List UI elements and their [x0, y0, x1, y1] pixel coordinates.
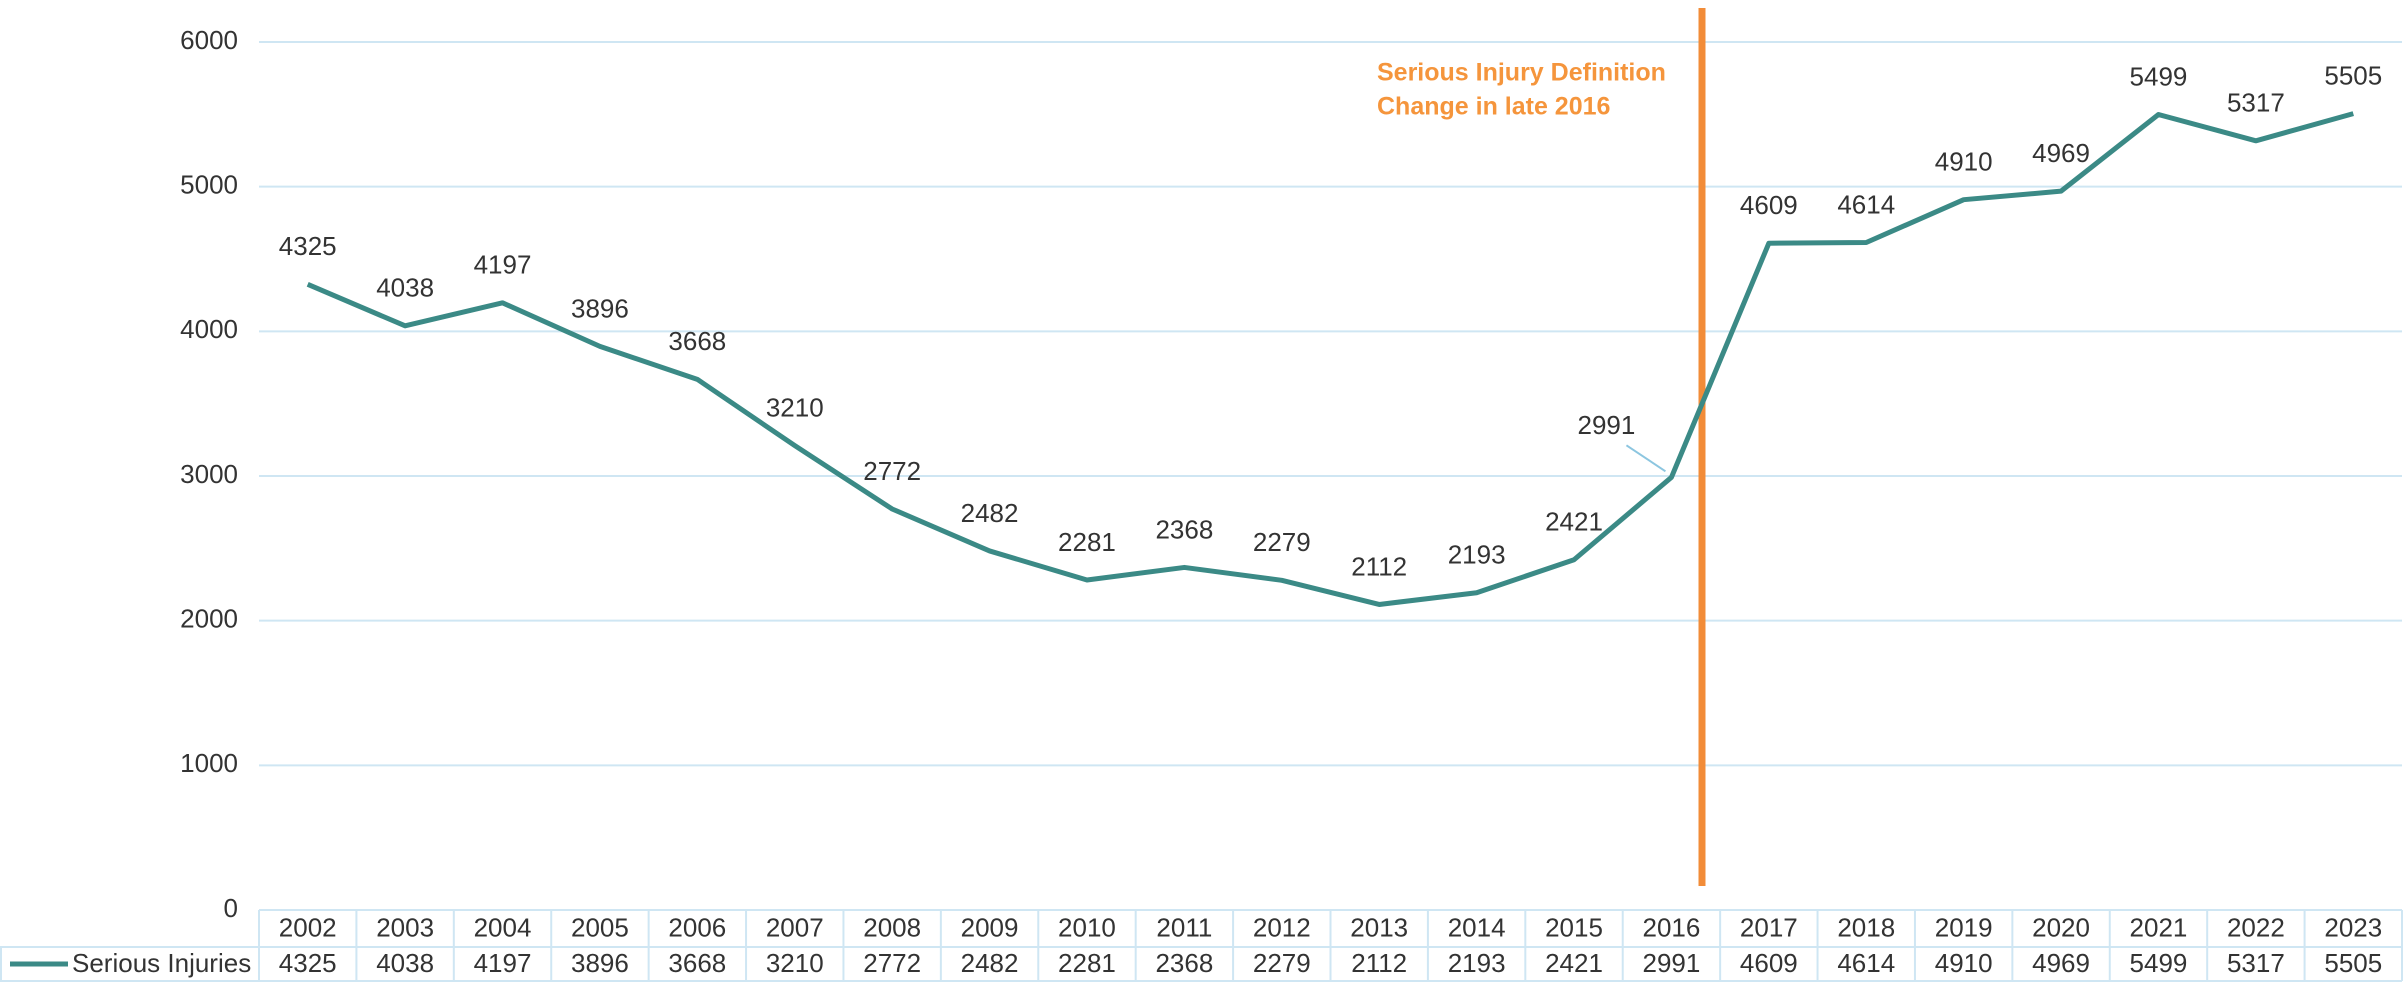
x-tick-label: 2018	[1837, 912, 1895, 942]
data-label: 2281	[1058, 527, 1116, 557]
y-tick-label: 3000	[180, 459, 238, 489]
table-value: 4197	[474, 948, 532, 978]
data-label: 2112	[1351, 551, 1407, 581]
x-tick-label: 2007	[766, 912, 824, 942]
data-label: 3210	[766, 392, 824, 422]
data-label: 4325	[279, 231, 337, 261]
x-tick-label: 2003	[376, 912, 434, 942]
table-value: 3668	[668, 948, 726, 978]
data-label: 5505	[2324, 60, 2382, 90]
table-value: 2193	[1448, 948, 1506, 978]
x-tick-label: 2014	[1448, 912, 1506, 942]
data-label: 4038	[376, 273, 434, 303]
data-label: 3896	[571, 293, 629, 323]
x-tick-label: 2019	[1935, 912, 1993, 942]
data-label: 4614	[1837, 189, 1895, 219]
x-tick-label: 2015	[1545, 912, 1603, 942]
legend-label: Serious Injuries	[72, 948, 251, 978]
table-value: 4325	[279, 948, 337, 978]
data-label: 2772	[863, 456, 921, 486]
table-value: 3896	[571, 948, 629, 978]
y-tick-label: 2000	[180, 604, 238, 634]
x-tick-label: 2016	[1643, 912, 1701, 942]
table-value: 2421	[1545, 948, 1603, 978]
table-value: 2482	[961, 948, 1019, 978]
x-tick-label: 2006	[668, 912, 726, 942]
x-tick-label: 2012	[1253, 912, 1311, 942]
data-label: 3668	[668, 326, 726, 356]
data-label: 2421	[1545, 507, 1603, 537]
x-tick-label: 2005	[571, 912, 629, 942]
y-tick-label: 1000	[180, 748, 238, 778]
data-label: 4910	[1935, 147, 1993, 177]
table-value: 3210	[766, 948, 824, 978]
table-value: 2368	[1155, 948, 1213, 978]
table-value: 2772	[863, 948, 921, 978]
data-label: 5499	[2130, 61, 2188, 91]
data-label: 2193	[1448, 540, 1506, 570]
x-tick-label: 2004	[474, 912, 532, 942]
data-label: 2368	[1155, 514, 1213, 544]
data-label: 4197	[474, 250, 532, 280]
table-value: 5499	[2130, 948, 2188, 978]
x-tick-label: 2020	[2032, 912, 2090, 942]
x-tick-label: 2010	[1058, 912, 1116, 942]
data-label: 2482	[961, 498, 1019, 528]
data-label: 5317	[2227, 88, 2285, 118]
table-value: 4969	[2032, 948, 2090, 978]
table-value: 2991	[1643, 948, 1701, 978]
x-tick-label: 2009	[961, 912, 1019, 942]
table-value: 5317	[2227, 948, 2285, 978]
table-value: 4910	[1935, 948, 1993, 978]
data-label: 2279	[1253, 527, 1311, 557]
table-value: 2279	[1253, 948, 1311, 978]
x-tick-label: 2021	[2130, 912, 2188, 942]
x-tick-label: 2023	[2324, 912, 2382, 942]
y-tick-label: 5000	[180, 170, 238, 200]
x-tick-label: 2002	[279, 912, 337, 942]
data-label: 4609	[1740, 190, 1798, 220]
x-tick-label: 2011	[1156, 912, 1212, 942]
x-tick-label: 2013	[1350, 912, 1408, 942]
x-tick-label: 2017	[1740, 912, 1798, 942]
table-value: 2281	[1058, 948, 1116, 978]
table-value: 4614	[1837, 948, 1895, 978]
label-leader	[1625, 444, 1666, 473]
annotation: Change in late 2016	[1377, 93, 1610, 121]
y-tick-label: 6000	[180, 25, 238, 55]
table-value: 2112	[1351, 948, 1407, 978]
table-value: 5505	[2324, 948, 2382, 978]
table-value: 4038	[376, 948, 434, 978]
table-value: 4609	[1740, 948, 1798, 978]
data-label: 2991	[1578, 410, 1636, 440]
x-tick-label: 2008	[863, 912, 921, 942]
series-line	[306, 111, 2354, 607]
data-label: 4969	[2032, 138, 2090, 168]
annotation: Serious Injury Definition	[1377, 59, 1666, 87]
y-tick-label: 0	[224, 893, 238, 923]
y-tick-label: 4000	[180, 314, 238, 344]
x-tick-label: 2022	[2227, 912, 2285, 942]
